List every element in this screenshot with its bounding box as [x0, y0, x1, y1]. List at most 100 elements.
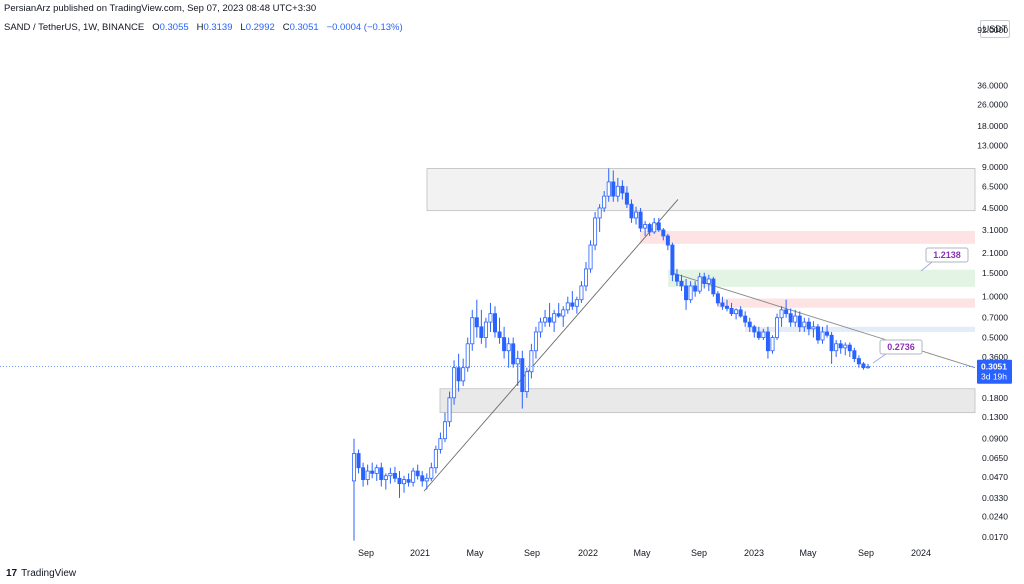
- candle-body: [497, 331, 502, 338]
- candle-body: [770, 337, 775, 352]
- candle-body: [629, 203, 634, 219]
- candle-body: [361, 467, 366, 480]
- candle-body: [556, 313, 561, 317]
- candle-body: [397, 477, 402, 485]
- open-label: O: [152, 22, 160, 33]
- tradingview-logo-icon: 17: [6, 568, 18, 579]
- candle-body: [834, 343, 839, 352]
- y-tick-label: 0.1300: [982, 412, 1008, 422]
- green-zone: [668, 269, 975, 287]
- candle-body: [606, 181, 611, 197]
- y-tick-label: 0.1800: [982, 393, 1008, 403]
- candle-body: [811, 326, 816, 330]
- candle-body: [611, 181, 616, 197]
- y-tick-label: 1.5000: [982, 268, 1008, 278]
- candle-body: [429, 467, 434, 479]
- last-price-label: 0.3051: [981, 362, 1007, 372]
- candle-body: [802, 321, 807, 328]
- candle-body: [383, 475, 388, 480]
- candle-body: [374, 467, 379, 474]
- candle-body: [565, 302, 570, 311]
- candle-body: [702, 276, 707, 284]
- x-tick-label: Sep: [858, 548, 874, 558]
- y-tick-label: 0.0900: [982, 434, 1008, 444]
- candle-body: [665, 235, 670, 246]
- candle-body: [720, 302, 725, 307]
- candle-body: [647, 224, 652, 233]
- candle-body: [593, 217, 598, 246]
- candle-body: [825, 331, 830, 336]
- candle-body: [634, 211, 639, 219]
- candle-body: [406, 479, 411, 483]
- candle-body: [433, 449, 438, 469]
- candle-body: [479, 326, 484, 338]
- candle-body: [661, 229, 666, 237]
- candle-body: [847, 344, 852, 352]
- candle-body: [815, 326, 820, 341]
- blue-zone: [745, 326, 975, 332]
- candle-body: [752, 326, 757, 333]
- candle-body: [693, 285, 698, 292]
- candle-body: [370, 470, 375, 474]
- candle-body: [724, 305, 729, 309]
- ascending-trendline: [423, 199, 679, 492]
- brand-name: TradingView: [21, 568, 77, 579]
- symbol-legend: SAND / TetherUS, 1W, BINANCE O0.3055 H 0.…: [4, 22, 403, 33]
- annotation-box: [879, 339, 923, 355]
- candle-body: [402, 479, 407, 485]
- annotation-pointer: [872, 353, 887, 364]
- candle-body: [388, 472, 393, 477]
- candle-body: [415, 470, 420, 477]
- candle-body: [652, 222, 657, 233]
- y-tick-label: 0.7000: [982, 313, 1008, 323]
- candle-body: [715, 293, 720, 304]
- close-value: 0.3051: [289, 22, 319, 33]
- y-tick-label: 0.0470: [982, 472, 1008, 482]
- candle-body: [856, 358, 861, 365]
- y-tick-label: 1.0000: [982, 292, 1008, 302]
- y-tick-label: 0.0240: [982, 512, 1008, 522]
- candle-body: [765, 331, 770, 352]
- candle-body: [788, 313, 793, 323]
- candle-body: [543, 317, 548, 323]
- y-tick-label: 0.0170: [982, 532, 1008, 542]
- y-tick-label: 13.0000: [977, 140, 1008, 150]
- candle-body: [852, 350, 857, 360]
- candle-body: [461, 367, 466, 382]
- candle-body: [524, 371, 529, 393]
- candle-body: [679, 280, 684, 287]
- y-tick-label: 4.5000: [982, 203, 1008, 213]
- annotation-pointer: [920, 261, 933, 272]
- candle-body: [711, 278, 716, 295]
- x-tick-label: Sep: [691, 548, 707, 558]
- candle-body: [597, 207, 602, 219]
- y-tick-label: 36.0000: [977, 80, 1008, 90]
- candle-body: [624, 192, 629, 205]
- y-tick-label: 92.0000: [977, 25, 1008, 35]
- candle-body: [684, 285, 689, 301]
- candle-body: [756, 331, 761, 338]
- x-tick-label: 2022: [578, 548, 598, 558]
- close-label: C: [282, 22, 290, 33]
- candle-body: [552, 313, 557, 323]
- high-label: H: [196, 22, 204, 33]
- candle-body: [670, 244, 675, 276]
- annotation-box: [925, 247, 969, 263]
- candle-body: [470, 317, 475, 345]
- candle-body: [356, 453, 361, 469]
- symbol-name: SAND / TetherUS, 1W, BINANCE: [4, 22, 145, 33]
- tradingview-brand[interactable]: 17 TradingView: [6, 568, 76, 579]
- candle-body: [456, 367, 461, 382]
- candle-body: [797, 315, 802, 328]
- candle-body: [351, 453, 356, 482]
- y-tick-label: 0.3600: [982, 352, 1008, 362]
- candle-body: [379, 467, 384, 480]
- candle-body: [483, 321, 488, 338]
- candle-body: [743, 315, 748, 323]
- currency-button[interactable]: USDT: [980, 20, 1010, 38]
- y-tick-label: 18.0000: [977, 121, 1008, 131]
- open-value: 0.3055: [159, 22, 189, 33]
- top-resistance-zone: [426, 168, 976, 212]
- candle-body: [583, 268, 588, 287]
